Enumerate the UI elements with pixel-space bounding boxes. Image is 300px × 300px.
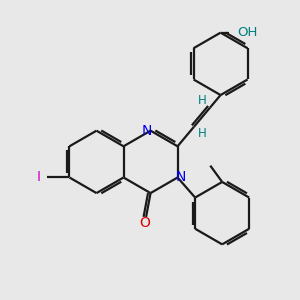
Text: H: H	[198, 94, 206, 107]
Text: H: H	[197, 127, 206, 140]
Text: N: N	[142, 124, 152, 138]
Text: O: O	[139, 216, 150, 230]
Text: OH: OH	[237, 26, 257, 38]
Text: I: I	[36, 170, 40, 184]
Text: N: N	[176, 170, 186, 184]
